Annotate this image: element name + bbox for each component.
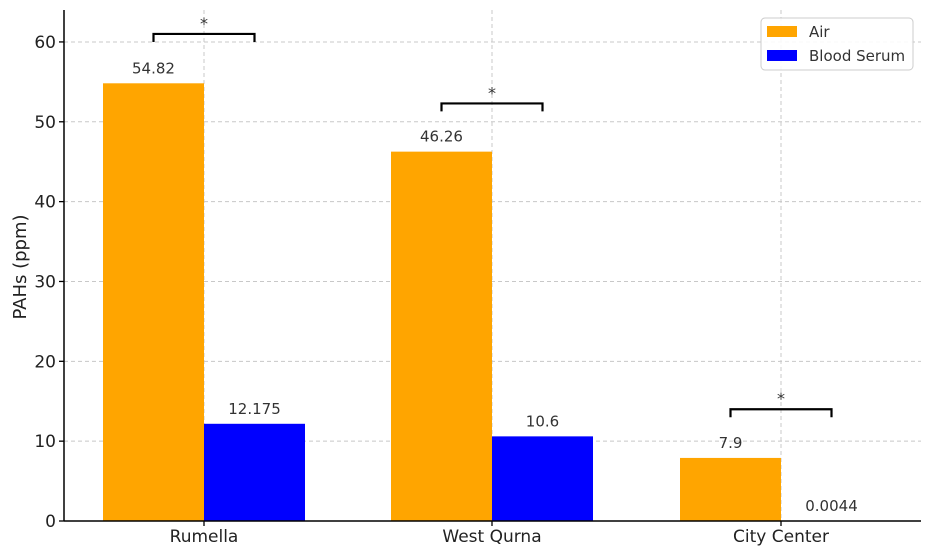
y-axis-label: PAHs (ppm) xyxy=(10,214,31,319)
legend-label: Air xyxy=(809,23,830,41)
x-tick-label: West Qurna xyxy=(442,527,541,547)
legend-label: Blood Serum xyxy=(809,47,905,65)
data-label: 46.26 xyxy=(420,128,463,146)
data-label: 54.82 xyxy=(132,59,175,77)
significance-brackets: * * * xyxy=(152,14,833,418)
x-tick-label: Rumella xyxy=(170,527,239,547)
y-tick-label: 50 xyxy=(34,113,56,133)
bars xyxy=(103,83,882,521)
legend: Air Blood Serum xyxy=(760,17,914,71)
axes: 0 10 20 30 40 50 60 Rumella West Qurna City Cente… xyxy=(34,10,921,547)
significance-marker: * xyxy=(777,389,785,408)
significance-bracket xyxy=(152,32,256,42)
data-labels: 54.82 46.26 7.9 12.175 10.6 0.0044 xyxy=(132,59,858,515)
significance-bracket xyxy=(729,408,833,418)
y-tick-label: 60 xyxy=(34,33,56,53)
data-label: 0.0044 xyxy=(805,497,858,515)
y-tick-label: 10 xyxy=(34,432,56,452)
legend-box xyxy=(760,17,914,71)
bar-blood-serum-rumella xyxy=(204,423,305,521)
y-tick-label: 40 xyxy=(34,193,56,213)
data-label: 10.6 xyxy=(526,412,559,430)
bar-air-rumella xyxy=(103,83,204,521)
x-tick-label: City Center xyxy=(733,527,829,547)
legend-swatch xyxy=(767,26,797,37)
y-tick-label: 20 xyxy=(34,352,56,372)
data-label: 7.9 xyxy=(719,434,743,452)
bar-air-city-center xyxy=(680,457,781,521)
bar-air-west-qurna xyxy=(391,151,492,521)
legend-swatch xyxy=(767,50,797,61)
bar-blood-serum-west-qurna xyxy=(492,436,593,521)
y-tick-label: 30 xyxy=(34,272,56,292)
significance-marker: * xyxy=(200,14,208,33)
data-label: 12.175 xyxy=(228,400,281,418)
significance-bracket xyxy=(440,102,544,112)
y-tick-label: 0 xyxy=(45,512,56,532)
significance-marker: * xyxy=(488,83,496,102)
